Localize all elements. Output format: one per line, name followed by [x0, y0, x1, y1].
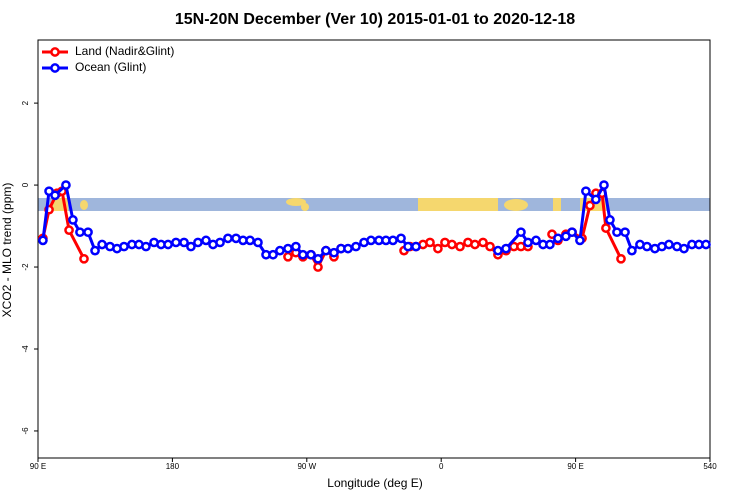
- data-point: [321, 245, 331, 256]
- y-tick-label: -2: [21, 263, 30, 271]
- data-point: [253, 237, 263, 248]
- chart-title: 15N-20N December (Ver 10) 2015-01-01 to …: [175, 11, 575, 28]
- data-point: [516, 227, 526, 238]
- data-point: [329, 247, 339, 258]
- data-point: [605, 215, 615, 225]
- data-point: [283, 243, 293, 254]
- data-point: [545, 239, 555, 250]
- data-point: [79, 253, 89, 264]
- data-point: [313, 253, 323, 264]
- data-point: [366, 235, 376, 246]
- data-point: [388, 235, 398, 246]
- data-point: [485, 241, 495, 252]
- data-point: [575, 235, 585, 246]
- data-point: [83, 227, 93, 238]
- data-point: [599, 180, 609, 190]
- data-point: [186, 241, 196, 252]
- data-point: [298, 249, 308, 260]
- data-point: [411, 241, 421, 252]
- data-point: [493, 245, 503, 256]
- data-point: [313, 262, 323, 272]
- data-point: [455, 241, 465, 252]
- y-tick-label: -4: [21, 345, 30, 353]
- data-point: [97, 239, 107, 250]
- data-point: [523, 237, 533, 248]
- data-point: [612, 227, 622, 238]
- data-point: [171, 237, 181, 248]
- data-point: [403, 241, 413, 252]
- data-point: [306, 249, 316, 260]
- data-point: [179, 237, 189, 248]
- data-point: [585, 200, 595, 211]
- x-tick-label: 180: [166, 462, 180, 471]
- data-point: [201, 235, 211, 246]
- data-point: [701, 239, 711, 250]
- x-tick-label: 0: [439, 462, 444, 471]
- plot-frame: [37, 39, 711, 459]
- data-point: [470, 239, 480, 250]
- data-point: [245, 235, 255, 246]
- data-point: [163, 239, 173, 250]
- data-point: [68, 215, 78, 225]
- data-point: [193, 237, 203, 248]
- data-point: [343, 243, 353, 254]
- data-point: [581, 186, 591, 197]
- x-tick-label: 90 W: [297, 462, 316, 471]
- legend-marker: [50, 63, 60, 73]
- data-point: [275, 245, 285, 256]
- legend-label: Land (Nadir&Glint): [75, 44, 174, 58]
- data-point: [75, 227, 85, 238]
- data-point: [501, 243, 511, 254]
- data-point: [447, 239, 457, 250]
- x-axis-label: Longitude (deg E): [327, 476, 422, 490]
- land-ocean-strip: [38, 198, 710, 211]
- data-point: [601, 223, 611, 233]
- data-point: [61, 180, 71, 190]
- data-point: [642, 241, 652, 252]
- data-point: [553, 233, 563, 244]
- x-tick-label: 90 E: [30, 462, 46, 471]
- data-point: [627, 245, 637, 256]
- data-point: [591, 194, 601, 205]
- data-point: [351, 241, 361, 252]
- data-point: [215, 237, 225, 248]
- data-point: [616, 253, 626, 264]
- data-point: [223, 233, 233, 244]
- data-point: [567, 227, 577, 238]
- data-point: [268, 249, 278, 260]
- y-tick-label: -6: [21, 427, 30, 435]
- y-tick-label: 0: [21, 182, 30, 187]
- legend-label: Ocean (Glint): [75, 60, 146, 74]
- data-point: [620, 227, 630, 238]
- data-point: [291, 241, 301, 252]
- data-point: [396, 233, 406, 244]
- data-point: [50, 190, 60, 201]
- data-point: [38, 235, 48, 246]
- data-point: [433, 243, 443, 254]
- x-tick-label: 540: [703, 462, 717, 471]
- y-axis-label: XCO2 - MLO trend (ppm): [0, 183, 14, 318]
- data-point: [664, 239, 674, 250]
- data-point: [141, 241, 151, 252]
- x-tick-label: 90 E: [567, 462, 583, 471]
- legend-marker: [50, 47, 60, 57]
- data-point: [478, 237, 488, 248]
- data-point: [283, 251, 293, 262]
- data-point: [531, 235, 541, 246]
- data-point: [90, 245, 100, 256]
- data-point: [679, 243, 689, 254]
- data-point: [425, 237, 435, 248]
- data-point: [119, 241, 129, 252]
- data-point: [64, 225, 74, 235]
- y-tick-label: 2: [21, 100, 30, 105]
